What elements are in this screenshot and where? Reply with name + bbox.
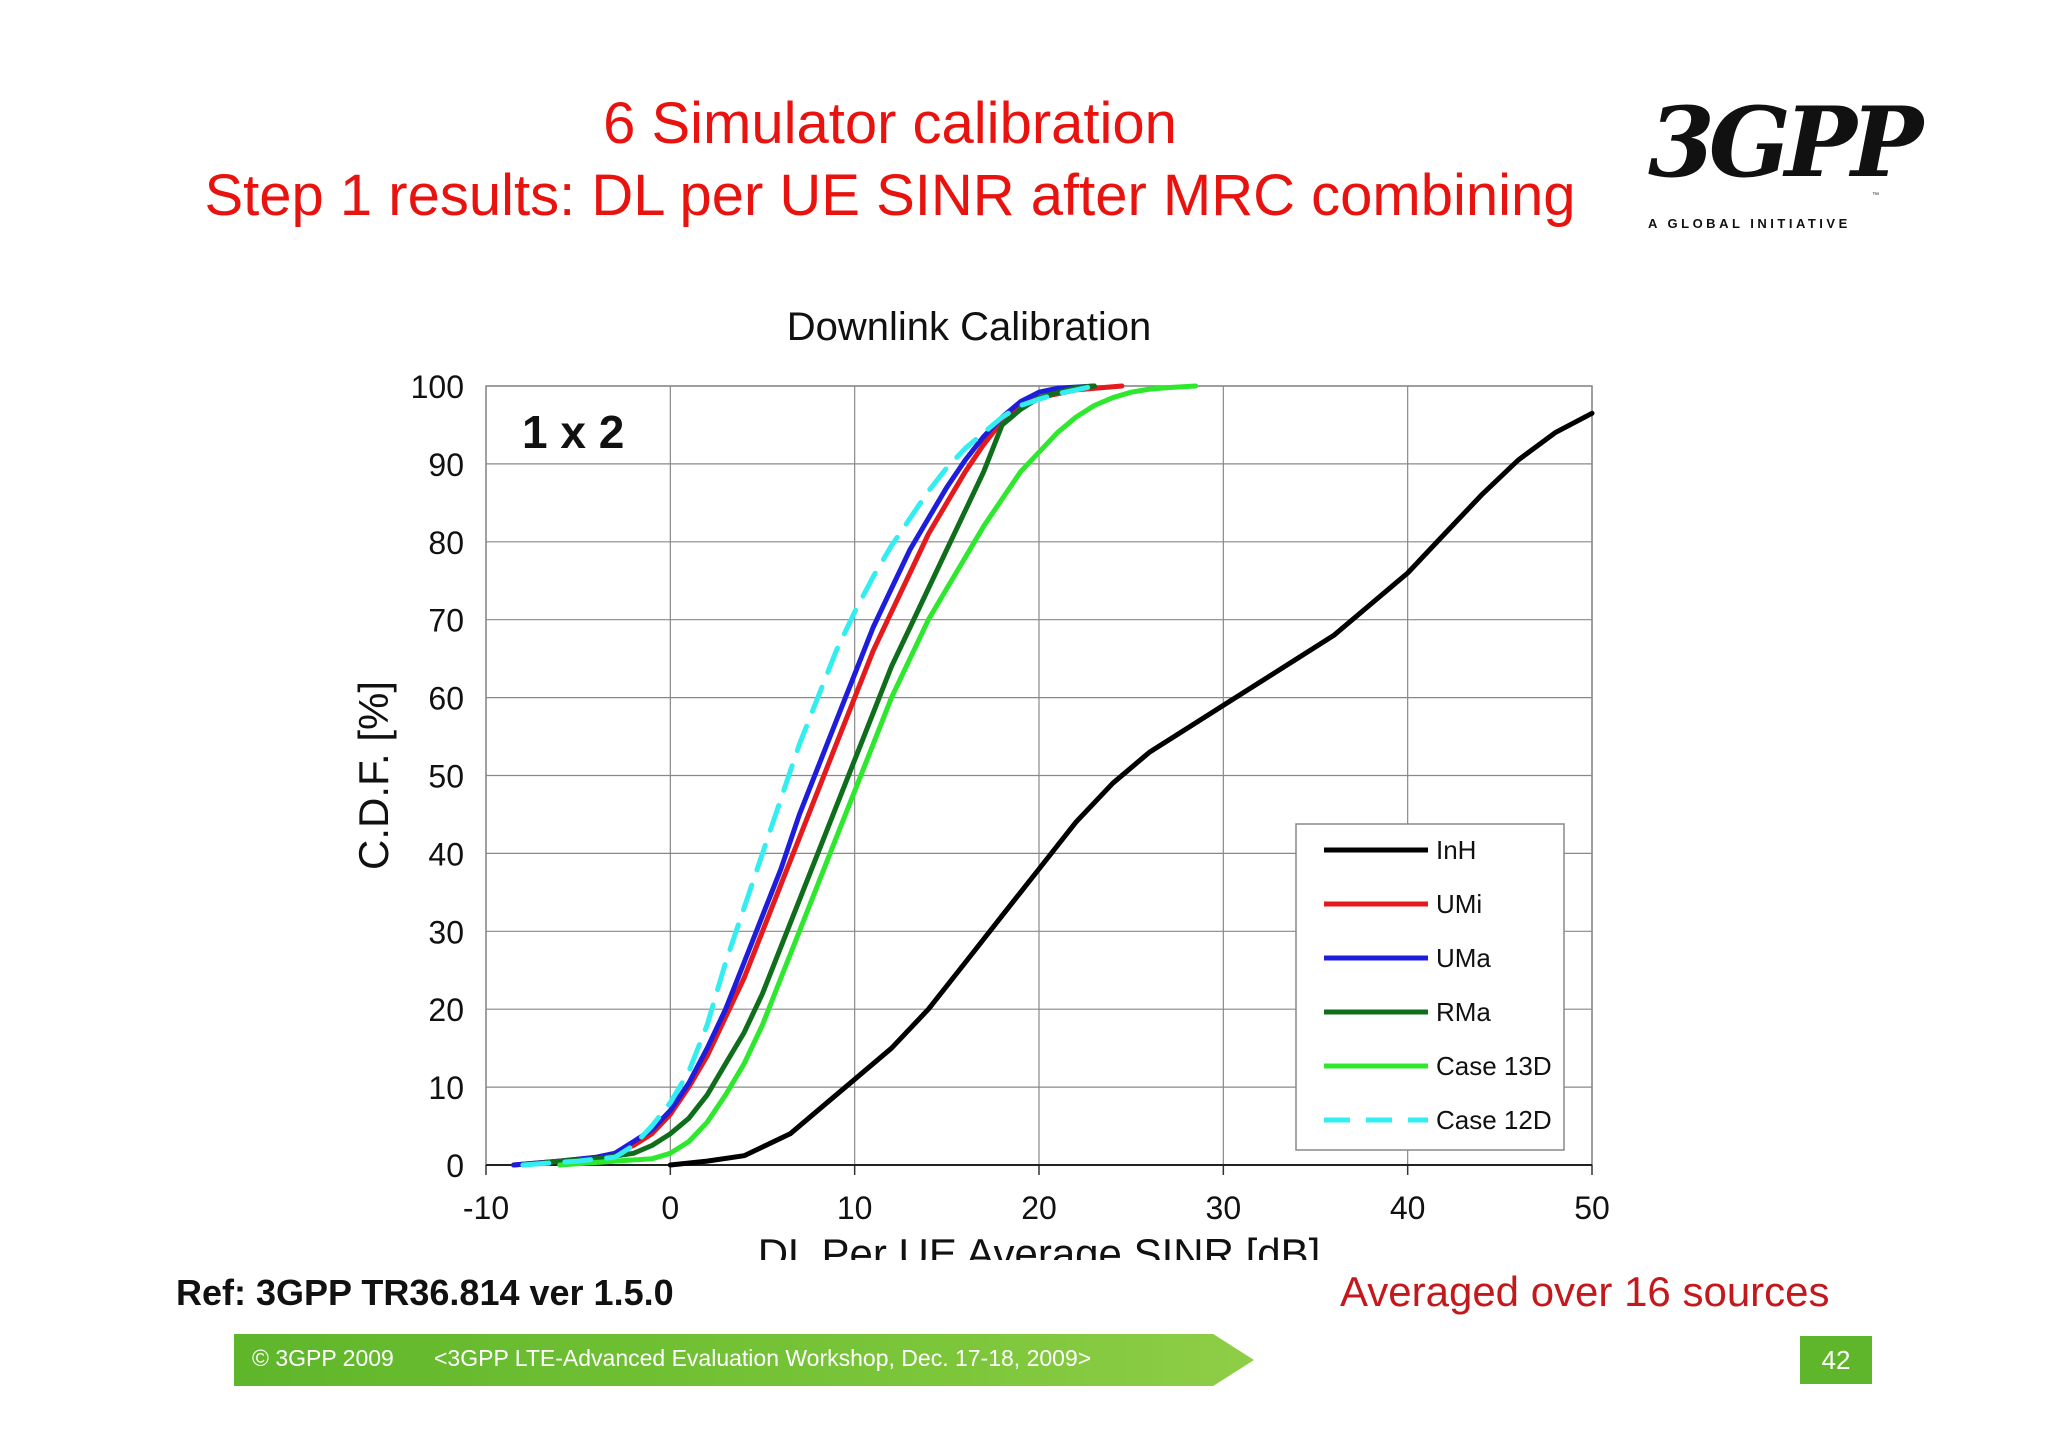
x-tick-label: 40: [1390, 1190, 1426, 1226]
y-tick-label: 100: [411, 369, 464, 405]
y-tick-label: 60: [428, 681, 464, 717]
page-number: 42: [1800, 1336, 1872, 1384]
legend-label: InH: [1436, 835, 1476, 865]
chart-annotation: 1 x 2: [522, 406, 624, 458]
chart-title: Downlink Calibration: [787, 305, 1152, 349]
y-tick-label: 40: [428, 836, 464, 872]
y-tick-label: 70: [428, 603, 464, 639]
x-tick-label: -10: [463, 1190, 509, 1226]
logo-mark: 3GPP: [1648, 86, 1923, 199]
y-tick-label: 90: [428, 447, 464, 483]
footer-bar: [234, 1334, 1254, 1386]
series-line-umi: [511, 383, 1125, 1168]
chart-legend: InH UMi UMa RMa Case 13D Case 12D: [1295, 823, 1565, 1151]
logo-tagline: A GLOBAL INITIATIVE: [1648, 216, 1851, 231]
y-axis-label: C.D.F. [%]: [350, 681, 397, 870]
legend-label: Case 12D: [1436, 1105, 1552, 1135]
series-line-rma: [520, 383, 1097, 1168]
y-tick-label: 0: [446, 1148, 464, 1184]
reference-text: Ref: 3GPP TR36.814 ver 1.5.0: [176, 1272, 674, 1313]
x-tick-label: 0: [661, 1190, 679, 1226]
y-tick-label: 20: [428, 992, 464, 1028]
legend-box: [1295, 823, 1565, 1151]
x-tick-label: 50: [1574, 1190, 1610, 1226]
x-tick-label: 10: [837, 1190, 873, 1226]
slide-title-line-2: Step 1 results: DL per UE SINR after MRC…: [204, 163, 1576, 228]
series-line-case-13d: [557, 383, 1199, 1168]
y-tick-label: 30: [428, 914, 464, 950]
x-tick-label: 30: [1206, 1190, 1242, 1226]
legend-label: Case 13D: [1436, 1051, 1552, 1081]
averaged-note: Averaged over 16 sources: [1340, 1268, 1830, 1315]
x-axis-label: DL Per UE Average SINR [dB]: [758, 1230, 1321, 1260]
logo-trademark: ™: [1872, 192, 1879, 199]
series-line-inh: [667, 410, 1595, 1168]
slide-title-line-1: 6 Simulator calibration: [603, 91, 1177, 156]
y-tick-label: 50: [428, 759, 464, 795]
x-tick-label: 20: [1021, 1190, 1057, 1226]
y-tick-label: 80: [428, 525, 464, 561]
footer-event: <3GPP LTE-Advanced Evaluation Workshop, …: [434, 1345, 1092, 1371]
series-line-case-12d: [520, 383, 1097, 1168]
footer-copyright: © 3GPP 2009: [252, 1345, 394, 1371]
legend-label: RMa: [1436, 997, 1491, 1027]
legend-label: UMa: [1436, 943, 1491, 973]
legend-label: UMi: [1436, 889, 1482, 919]
3gpp-logo: 3GPP ™ A GLOBAL INITIATIVE: [1640, 88, 1923, 238]
cdf-chart: 0 10 20 30 40 50 60 70 80 90 100 -10 0 10 20 30 40 50 Down…: [350, 305, 1610, 1260]
y-tick-label: 10: [428, 1070, 464, 1106]
